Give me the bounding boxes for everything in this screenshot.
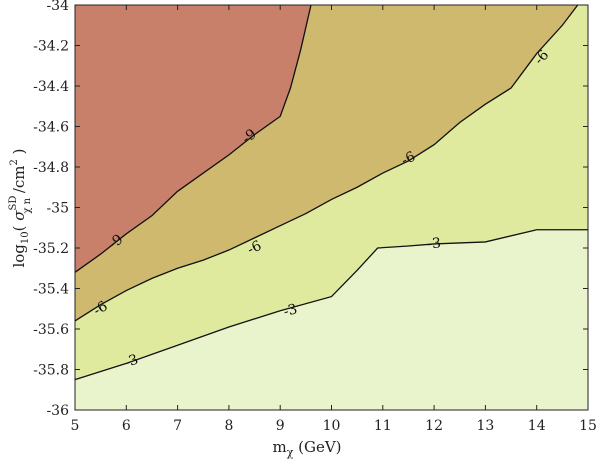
region-level-9	[75, 5, 311, 273]
x-axis-ticks: 5 6 7 8 9 10 11 12 13 14 15	[71, 5, 597, 434]
x-tick-label: 9	[276, 418, 285, 434]
x-tick-label: 6	[122, 418, 131, 434]
y-tick-label: -36	[46, 403, 69, 419]
contour-label: -3	[282, 301, 299, 320]
x-tick-label: 7	[173, 418, 182, 434]
x-tick-label: 14	[528, 418, 546, 434]
contour-line-3	[74, 229, 588, 381]
y-tick-label: -34	[46, 0, 69, 14]
contour-label: -6	[245, 238, 264, 258]
x-tick-label: 15	[579, 418, 597, 434]
contour-label: -3	[427, 235, 442, 252]
x-tick-label: 11	[374, 418, 392, 434]
contour-lines	[74, 4, 588, 381]
contour-label-text: -6	[245, 238, 264, 258]
contour-line-6	[74, 4, 579, 322]
contour-label-text: -3	[282, 301, 299, 320]
y-tick-label: -35	[46, 201, 69, 217]
y-tick-label: -35.8	[33, 363, 69, 379]
x-tick-label: 13	[476, 418, 494, 434]
contour-label: -3	[122, 352, 140, 372]
y-tick-label: -34.2	[33, 39, 69, 55]
y-axis-ticks: -36 -35.8 -35.6 -35.4 -35.2 -35 -34.8 -34.6 -34.…	[33, 0, 588, 419]
y-axis-label: log10( σSD χ n /cm2 )	[8, 148, 33, 267]
y-tick-label: -34.4	[33, 79, 69, 95]
y-tick-label: -34.8	[33, 160, 69, 176]
y-tick-label: -34.6	[33, 120, 69, 136]
contour-fills	[75, 5, 588, 410]
contour-label-text: -3	[122, 352, 140, 372]
x-tick-label: 8	[224, 418, 233, 434]
contour-line-9	[74, 4, 312, 273]
y-tick-label: -35.6	[33, 322, 69, 338]
y-tick-label: -35.4	[33, 282, 69, 298]
x-tick-label: 5	[71, 418, 80, 434]
x-tick-label: 12	[425, 418, 443, 434]
x-axis-label: mχ (GeV)	[272, 438, 341, 459]
x-tick-label: 10	[323, 418, 341, 434]
contour-label-text: -6	[399, 149, 418, 169]
contour-label-text: -3	[427, 235, 442, 252]
y-tick-label: -35.2	[33, 241, 69, 257]
contour-label: -6	[399, 149, 418, 169]
